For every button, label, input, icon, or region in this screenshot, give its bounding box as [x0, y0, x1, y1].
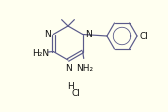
Text: H₂N: H₂N: [32, 49, 49, 57]
Text: Cl: Cl: [140, 32, 149, 41]
Text: N: N: [65, 64, 71, 73]
Text: NH₂: NH₂: [76, 64, 93, 73]
Text: Cl: Cl: [72, 89, 80, 98]
Text: H: H: [67, 82, 73, 91]
Text: N: N: [44, 30, 51, 39]
Text: N: N: [85, 30, 92, 39]
